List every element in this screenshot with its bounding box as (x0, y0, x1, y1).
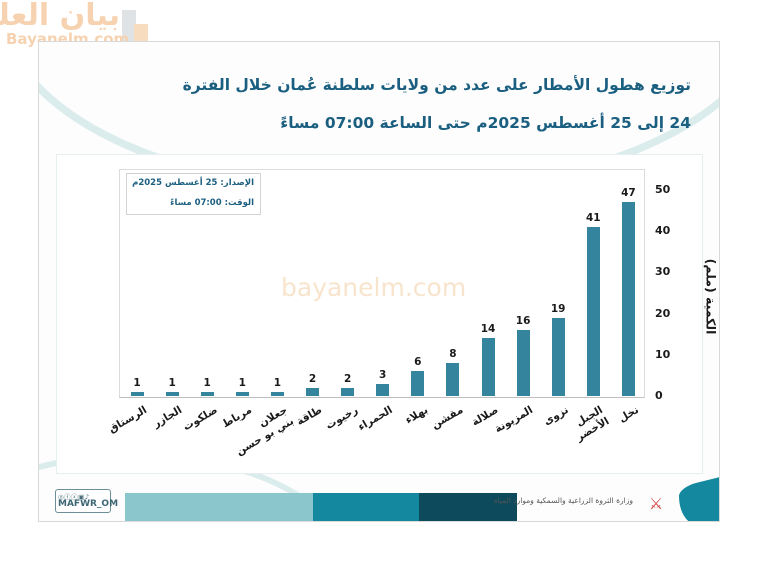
infographic-card: توزيع هطول الأمطار على عدد من ولايات سلط… (38, 41, 720, 522)
bar-value-label: 41 (585, 212, 601, 225)
y-tick: 10 (655, 348, 671, 361)
issue-date: الإصدار: 25 أغسطس 2025م (132, 178, 254, 188)
bar (481, 338, 495, 396)
ministry-name: وزارة الثروة الزراعية والسمكية وموارد ال… (493, 496, 633, 505)
bar (165, 391, 179, 396)
issue-time: الوقت: 07:00 مساءً (170, 198, 254, 208)
bar-value-label: 6 (414, 356, 422, 369)
bar (446, 363, 460, 396)
bar (235, 391, 249, 396)
bar (586, 227, 600, 396)
watermark-logo-arabic: بيان العلم (0, 0, 120, 33)
decorative-wave (679, 476, 719, 521)
bar-value-label: 8 (449, 348, 457, 361)
bar (130, 391, 144, 396)
bar (341, 387, 355, 396)
oman-emblem-icon: ⚔ (648, 494, 664, 513)
chart-title-line1: توزيع هطول الأمطار على عدد من ولايات سلط… (182, 76, 691, 94)
y-tick: 30 (655, 265, 671, 278)
bar (376, 383, 390, 396)
y-tick: 0 (655, 389, 663, 402)
bar-value-label: 16 (515, 315, 531, 328)
social-media-icons: ◎ⓕⓧ▣♪ (58, 493, 90, 501)
footer-band-dark (419, 493, 517, 521)
bar-value-label: 2 (308, 372, 317, 385)
footer-band-light (125, 493, 313, 521)
bar-value-label: 1 (238, 376, 246, 389)
bar-value-label: 3 (379, 368, 387, 381)
bar (551, 317, 565, 396)
bar-value-label: 1 (273, 376, 282, 389)
y-tick: 40 (655, 224, 671, 237)
watermark-center: bayanelm.com (281, 273, 467, 302)
bar-value-label: 1 (203, 376, 211, 389)
logo-book-icon (122, 10, 136, 44)
bar-value-label: 14 (480, 323, 496, 336)
bar (621, 202, 635, 396)
social-handle-badge[interactable]: ◎ⓕⓧ▣♪ MAFWR_OM (55, 489, 118, 513)
bar (270, 391, 284, 396)
bar-value-label: 19 (550, 302, 566, 315)
chart-title-line2: 24 إلى 25 أغسطس 2025م حتى الساعة 07:00 م… (280, 114, 691, 132)
bar-value-label: 47 (621, 187, 636, 200)
bar-value-label: 2 (343, 372, 352, 385)
logo-book-icon-2 (134, 24, 148, 44)
y-tick: 20 (655, 307, 671, 320)
bar-value-label: 1 (133, 376, 141, 389)
social-handle: MAFWR_OM (58, 499, 119, 509)
bar (306, 387, 319, 396)
bar (516, 330, 530, 396)
bar (411, 371, 425, 396)
footer-band-mid (313, 493, 419, 521)
bar (200, 391, 214, 396)
issue-info-box: الإصدار: 25 أغسطس 2025م الوقت: 07:00 مسا… (126, 173, 261, 215)
y-tick: 50 (655, 183, 671, 196)
y-axis-label: الكمية (ملم) (703, 258, 719, 335)
bar-value-label: 1 (168, 376, 176, 389)
